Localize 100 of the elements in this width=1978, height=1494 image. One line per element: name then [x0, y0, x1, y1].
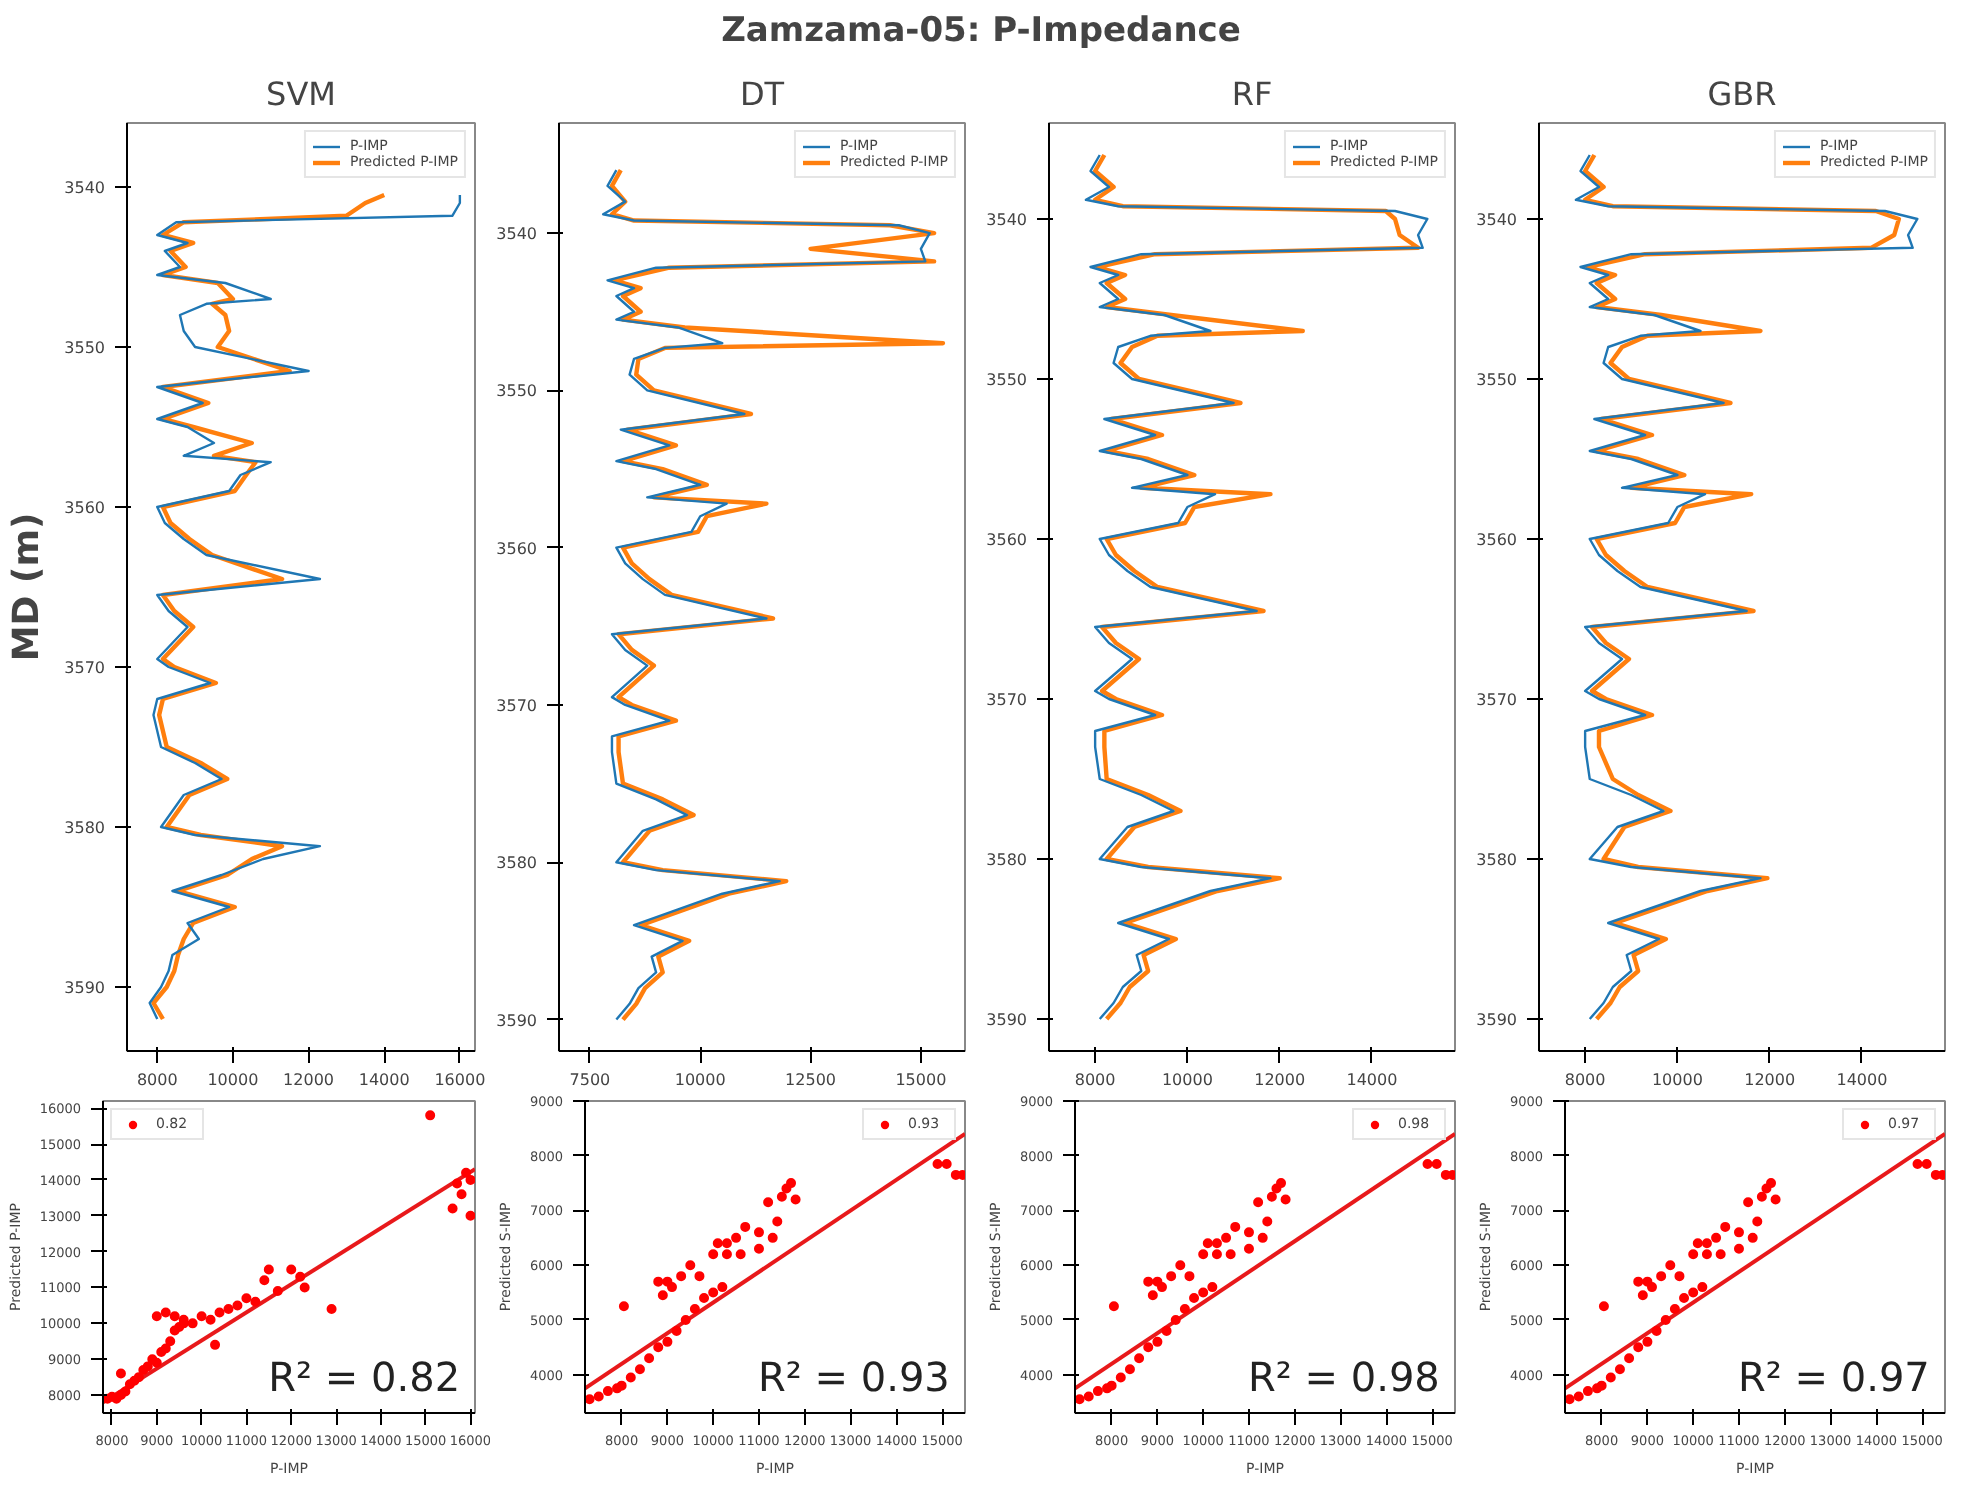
- point: [1422, 1158, 1433, 1169]
- line-series: [151, 192, 387, 1022]
- point: [662, 1336, 673, 1347]
- y-tick-label: 3570: [64, 659, 105, 677]
- y-tick-label: 3560: [64, 499, 105, 517]
- point: [694, 1271, 705, 1282]
- point: [286, 1264, 297, 1275]
- point: [1170, 1314, 1181, 1325]
- x-tick-label: 8000: [136, 1071, 178, 1089]
- point: [932, 1158, 943, 1169]
- point: [1692, 1238, 1703, 1249]
- point: [1656, 1271, 1667, 1282]
- point: [763, 1197, 774, 1208]
- y-tick-label: 3590: [496, 1011, 537, 1030]
- y-tick-label: 3550: [496, 382, 537, 401]
- line-series: [148, 193, 462, 1021]
- point: [120, 1386, 131, 1397]
- point: [250, 1296, 261, 1307]
- point: [241, 1293, 252, 1304]
- point: [115, 1368, 126, 1379]
- point: [1701, 1249, 1712, 1260]
- point: [1189, 1293, 1200, 1304]
- point: [1688, 1249, 1699, 1260]
- y-tick-label: 3550: [1476, 371, 1517, 389]
- point: [1633, 1342, 1644, 1353]
- y-tick-label: 3570: [1476, 691, 1517, 709]
- point: [666, 1282, 677, 1293]
- x-tick-label: 12000: [1254, 1071, 1306, 1089]
- point: [1752, 1216, 1763, 1227]
- point: [187, 1318, 198, 1329]
- point: [1108, 1301, 1119, 1312]
- point: [776, 1191, 787, 1202]
- point: [1770, 1194, 1781, 1205]
- point: [1669, 1304, 1680, 1314]
- point: [786, 1178, 797, 1189]
- point: [259, 1275, 270, 1286]
- y-tick-label: 3540: [496, 225, 537, 244]
- point: [717, 1282, 728, 1293]
- point: [625, 1372, 636, 1383]
- annotation: R² = 0.98: [1247, 1352, 1440, 1401]
- point: [708, 1287, 719, 1298]
- point: [1582, 1386, 1593, 1397]
- point: [721, 1249, 732, 1260]
- x-tick-label: 10000: [1651, 1071, 1703, 1089]
- point: [299, 1282, 310, 1293]
- point: [1646, 1282, 1657, 1293]
- point: [1665, 1260, 1676, 1271]
- point: [644, 1353, 655, 1364]
- point: [1431, 1158, 1442, 1169]
- point: [1266, 1191, 1277, 1202]
- point: [1733, 1227, 1744, 1238]
- point: [1092, 1386, 1103, 1397]
- y-tick-label: 3540: [64, 179, 105, 197]
- point: [1152, 1336, 1163, 1347]
- point: [1211, 1249, 1222, 1260]
- x-tick-label: 10000: [1161, 1071, 1213, 1089]
- point: [263, 1264, 274, 1275]
- point: [767, 1232, 778, 1243]
- point: [1733, 1243, 1744, 1254]
- point: [210, 1339, 221, 1350]
- point: [1280, 1194, 1291, 1205]
- point: [1711, 1232, 1722, 1243]
- point: [1179, 1304, 1190, 1314]
- x-tick-label: 10000: [207, 1071, 259, 1089]
- point: [740, 1221, 751, 1232]
- point: [1202, 1238, 1213, 1249]
- point: [456, 1189, 467, 1200]
- point: [1637, 1290, 1648, 1301]
- point: [671, 1325, 682, 1336]
- point: [160, 1307, 171, 1318]
- point: [295, 1271, 306, 1282]
- point: [1207, 1282, 1218, 1293]
- x-tick-label: 12000: [283, 1071, 335, 1089]
- x-tick-label: 8000: [1074, 1071, 1116, 1089]
- y-tick-label: 3560: [1476, 531, 1517, 549]
- point: [712, 1238, 723, 1249]
- x-tick-label: 12500: [785, 1071, 836, 1089]
- point: [790, 1194, 801, 1205]
- annotation: R² = 0.93: [757, 1352, 950, 1401]
- point: [941, 1158, 952, 1169]
- x-tick-label: 16000: [434, 1071, 486, 1089]
- point: [1143, 1276, 1154, 1287]
- point: [731, 1232, 742, 1243]
- point: [1262, 1216, 1273, 1227]
- y-tick-label: 3560: [496, 539, 537, 558]
- point: [634, 1364, 645, 1375]
- point: [1660, 1314, 1671, 1325]
- text: Zamzama-05: P-Impedance: [721, 11, 1241, 51]
- point: [1701, 1238, 1712, 1249]
- point: [1243, 1243, 1254, 1254]
- point: [465, 1174, 475, 1185]
- point: [1276, 1178, 1287, 1189]
- point: [1720, 1221, 1731, 1232]
- point: [1198, 1249, 1209, 1260]
- x-tick-label: 12000: [1744, 1071, 1796, 1089]
- point: [1083, 1391, 1094, 1402]
- point: [461, 1167, 472, 1178]
- point: [1715, 1249, 1726, 1260]
- point: [196, 1311, 207, 1322]
- y-tick-label: 3580: [496, 854, 537, 873]
